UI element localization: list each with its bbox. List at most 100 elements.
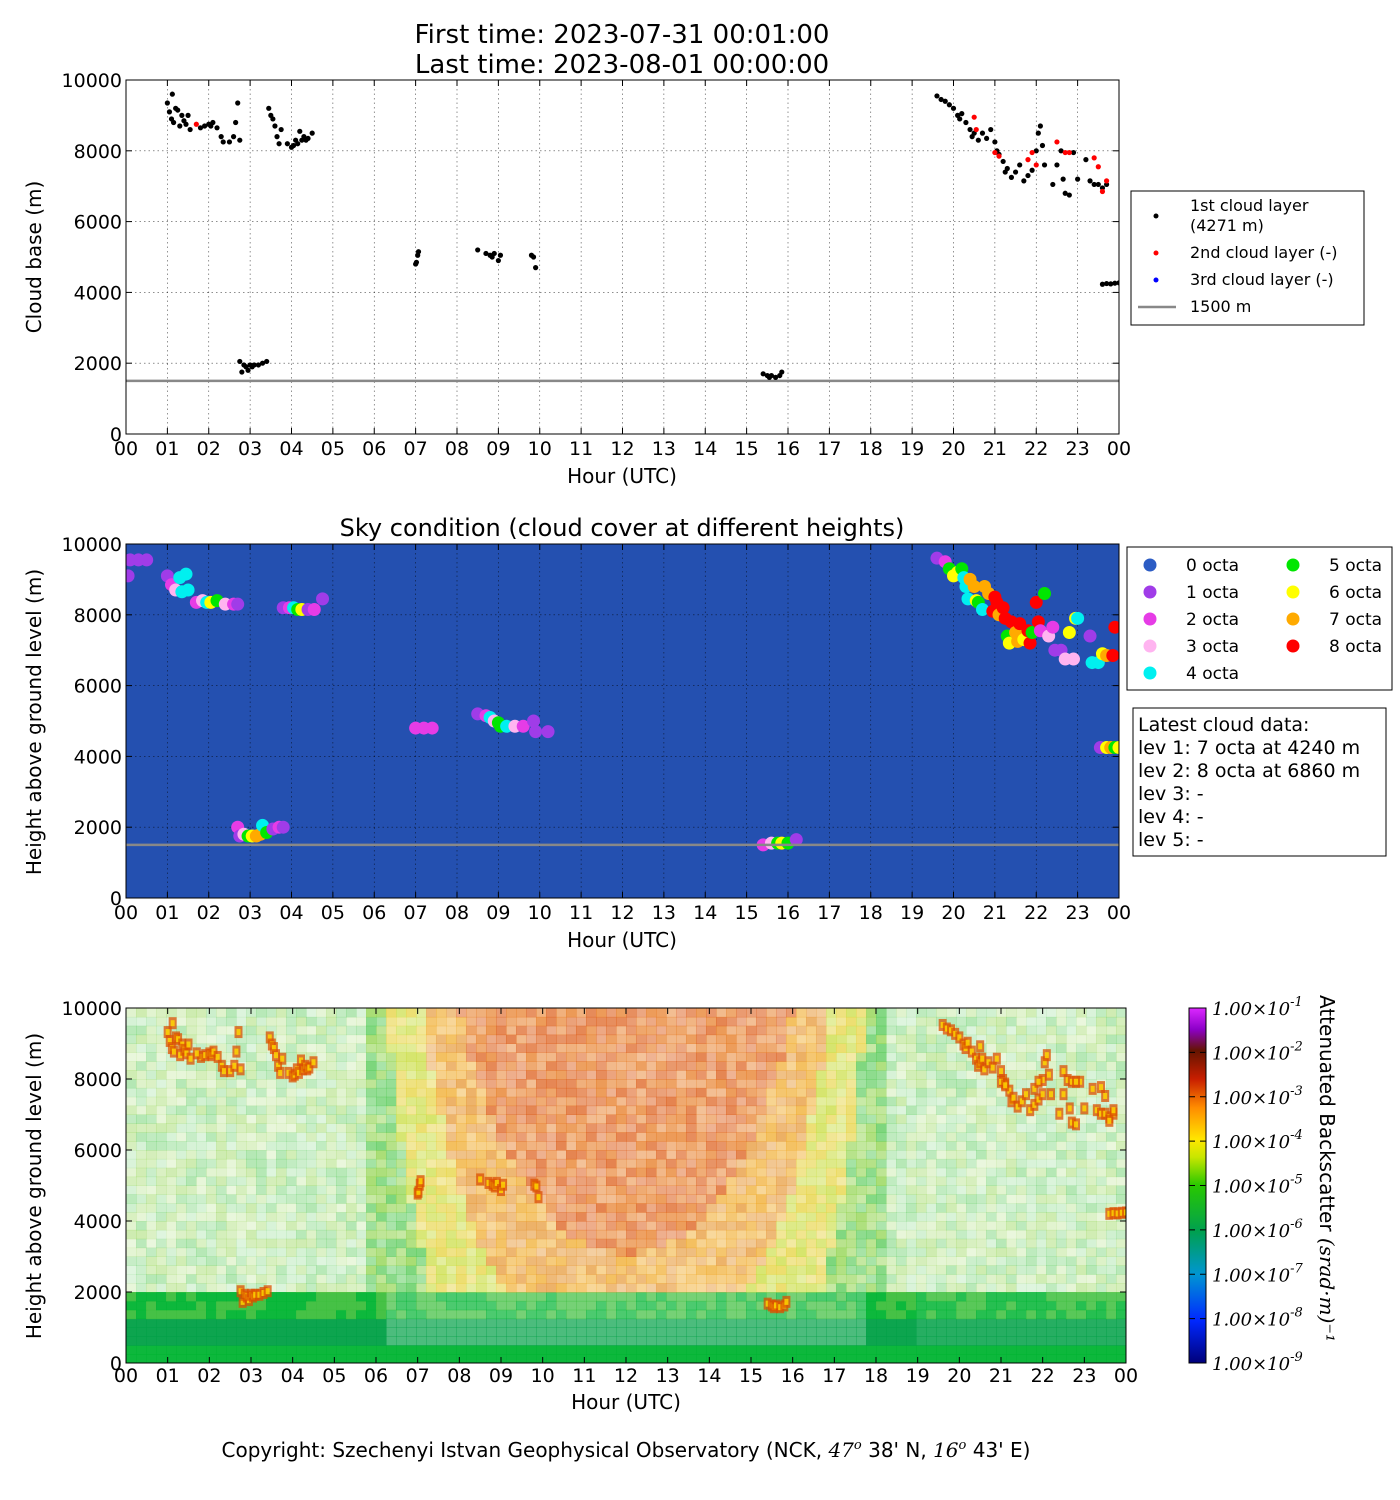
backscatter-cell xyxy=(1116,1318,1126,1328)
backscatter-cell xyxy=(816,1292,827,1302)
backscatter-cell xyxy=(836,1043,847,1053)
backscatter-cell xyxy=(126,1123,137,1133)
cloud-base-point xyxy=(274,134,280,140)
backscatter-cell xyxy=(426,1336,437,1346)
backscatter-cell xyxy=(626,1247,637,1257)
backscatter-cell xyxy=(416,1061,427,1071)
backscatter-cell xyxy=(346,1229,357,1240)
backscatter-cell xyxy=(426,1176,437,1186)
backscatter-cell xyxy=(416,1096,427,1107)
backscatter-cell xyxy=(666,1105,677,1115)
backscatter-cell xyxy=(756,1327,767,1337)
backscatter-cell xyxy=(156,1141,167,1151)
backscatter-cell xyxy=(226,1292,237,1302)
backscatter-cell xyxy=(206,1238,217,1249)
backscatter-cell xyxy=(166,1061,177,1071)
backscatter-cell xyxy=(606,1150,617,1160)
backscatter-cell xyxy=(686,1158,697,1169)
backscatter-cell xyxy=(426,1283,437,1293)
backscatter-cell xyxy=(646,1292,657,1302)
backscatter-cell xyxy=(896,1176,907,1186)
backscatter-cell xyxy=(216,1203,227,1213)
backscatter-cell xyxy=(286,1087,297,1098)
backscatter-cell xyxy=(706,1327,717,1337)
backscatter-cell xyxy=(926,1300,937,1311)
backscatter-cell xyxy=(556,1034,567,1044)
backscatter-cell xyxy=(1106,1292,1117,1302)
backscatter-cell xyxy=(276,1105,287,1115)
x-tick-label: 06 xyxy=(364,1365,388,1387)
backscatter-cell xyxy=(216,1034,227,1044)
backscatter-cell xyxy=(1066,1345,1077,1355)
backscatter-cell xyxy=(316,1221,327,1231)
backscatter-cell xyxy=(576,1008,587,1018)
backscatter-cell xyxy=(516,1167,527,1178)
backscatter-cell xyxy=(896,1114,907,1124)
backscatter-cell xyxy=(986,1354,997,1363)
backscatter-cell xyxy=(836,1034,847,1044)
backscatter-cell xyxy=(496,1105,507,1115)
backscatter-cell xyxy=(1066,1221,1077,1231)
backscatter-cell xyxy=(836,1132,847,1142)
backscatter-cell xyxy=(436,1212,447,1222)
backscatter-cell xyxy=(1056,1229,1067,1240)
backscatter-cell xyxy=(286,1336,297,1346)
backscatter-cell xyxy=(916,1105,927,1115)
backscatter-cell xyxy=(906,1096,917,1107)
backscatter-cell xyxy=(906,1185,917,1195)
backscatter-cell xyxy=(956,1141,967,1151)
backscatter-cell xyxy=(566,1309,577,1320)
backscatter-cell xyxy=(796,1141,807,1151)
backscatter-cell xyxy=(646,1043,657,1053)
backscatter-cell xyxy=(786,1229,797,1240)
backscatter-cell xyxy=(586,1221,597,1231)
backscatter-cell xyxy=(126,1185,137,1195)
backscatter-cell xyxy=(306,1212,317,1222)
backscatter-cell xyxy=(926,1318,937,1328)
backscatter-cell xyxy=(946,1203,957,1213)
backscatter-cell xyxy=(536,1150,547,1160)
backscatter-cell xyxy=(196,1265,207,1275)
backscatter-cell xyxy=(146,1318,157,1328)
backscatter-cell xyxy=(916,1354,927,1363)
backscatter-cell xyxy=(346,1283,357,1293)
backscatter-cell xyxy=(836,1150,847,1160)
backscatter-cell xyxy=(856,1132,867,1142)
backscatter-cell xyxy=(976,1158,987,1169)
backscatter-cell xyxy=(736,1229,747,1240)
backscatter-cell xyxy=(246,1141,257,1151)
backscatter-cell xyxy=(1006,1158,1017,1169)
backscatter-cell xyxy=(776,1176,787,1186)
backscatter-cell xyxy=(1016,1229,1027,1240)
backscatter-cell xyxy=(426,1318,437,1328)
backscatter-cell xyxy=(706,1087,717,1098)
cloud-base-point xyxy=(278,126,284,133)
backscatter-cell xyxy=(676,1238,687,1249)
backscatter-cell xyxy=(136,1087,147,1098)
backscatter-cell xyxy=(916,1150,927,1160)
backscatter-cell xyxy=(966,1105,977,1115)
backscatter-cell xyxy=(936,1300,947,1311)
backscatter-cell xyxy=(166,1079,177,1089)
backscatter-cell xyxy=(226,1238,237,1249)
backscatter-cell xyxy=(846,1070,857,1080)
p1-legend-label-3rd: 3rd cloud layer (-) xyxy=(1190,270,1334,289)
backscatter-cell xyxy=(806,1132,817,1142)
backscatter-cell xyxy=(286,1283,297,1293)
backscatter-cell xyxy=(316,1096,327,1107)
backscatter-cell xyxy=(1046,1052,1057,1062)
backscatter-cell xyxy=(946,1132,957,1142)
backscatter-cell xyxy=(996,1052,1007,1062)
backscatter-cell xyxy=(786,1034,797,1044)
backscatter-cell xyxy=(256,1158,267,1169)
backscatter-cell xyxy=(846,1194,857,1204)
backscatter-cell xyxy=(596,1318,607,1328)
backscatter-cell xyxy=(986,1114,997,1124)
backscatter-cell xyxy=(786,1141,797,1151)
backscatter-cell xyxy=(916,1300,927,1311)
backscatter-cell xyxy=(1046,1043,1057,1053)
backscatter-cell xyxy=(166,1283,177,1293)
backscatter-cell xyxy=(556,1194,567,1204)
backscatter-cell xyxy=(826,1087,837,1098)
colorbar-ticks: 1.00×10-11.00×10-21.00×10-31.00×10-41.00… xyxy=(1189,995,1303,1375)
